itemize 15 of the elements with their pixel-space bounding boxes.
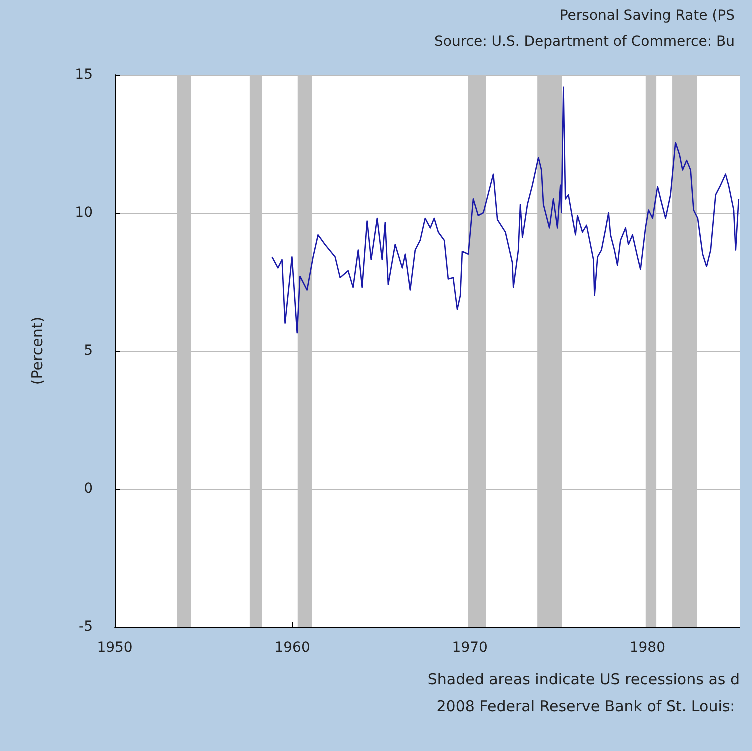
line-series	[272, 86, 740, 334]
chart-subtitle: Source: U.S. Department of Commerce: Bu	[434, 34, 736, 50]
y-axis-title: (Percent)	[28, 316, 46, 386]
x-tick-label: 1980	[630, 640, 666, 656]
x-tick-label: 1960	[274, 640, 310, 656]
x-tick-label: 1950	[97, 640, 133, 656]
text: Shaded areas indicate US recessions as d	[428, 670, 740, 688]
chart-title: Personal Saving Rate (PS	[560, 8, 736, 24]
y-tick-label: -5	[79, 619, 93, 635]
y-tick-label: 10	[75, 205, 93, 221]
y-tick-label: 0	[84, 481, 93, 497]
y-tick-label: 5	[84, 343, 93, 359]
x-tick-label: 1970	[452, 640, 488, 656]
y-tick-label: 15	[75, 67, 93, 83]
text: 2008 Federal Reserve Bank of St. Louis:	[436, 698, 740, 716]
